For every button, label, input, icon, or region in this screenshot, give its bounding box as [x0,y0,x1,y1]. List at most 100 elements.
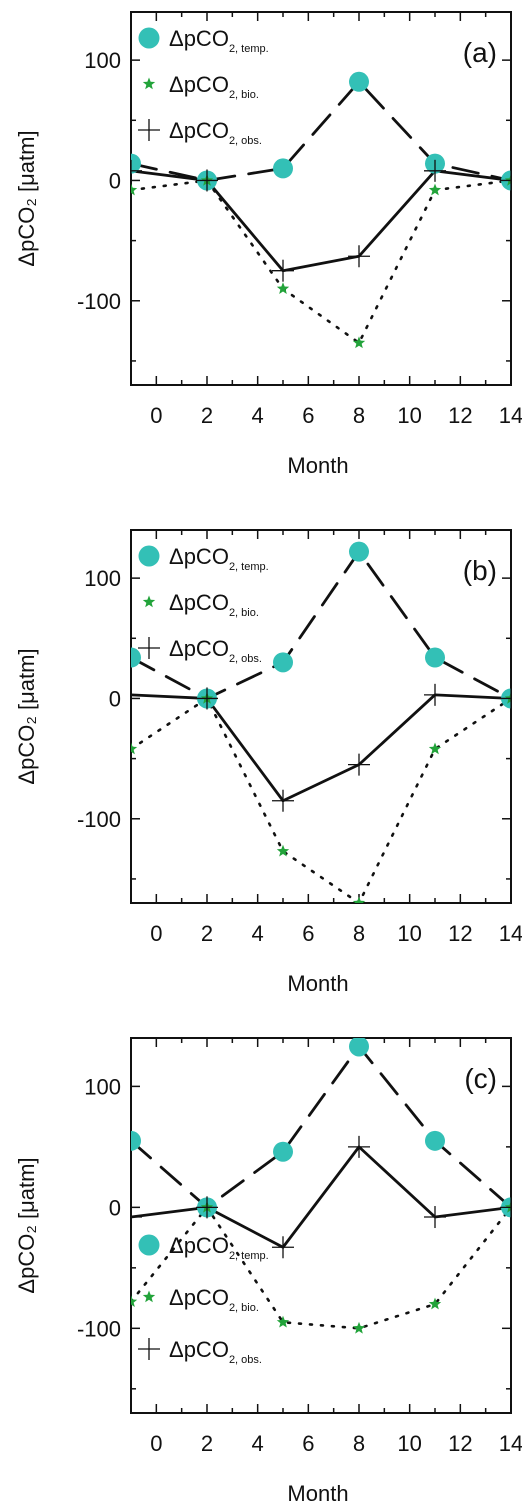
y-tick-label: -100 [77,807,121,832]
legend-entry-obs: ΔpCO2, obs. [138,118,262,147]
legend-marker-obs [138,1338,160,1360]
y-axis-label: ΔpCO₂ [μatm] [14,130,39,266]
legend-marker-obs [138,119,160,141]
data-area [131,541,511,903]
data-point-temp [349,1038,369,1057]
y-tick-label: 100 [84,566,121,591]
legend-label-temp: ΔpCO2, temp. [169,26,269,55]
series-line-bio [131,179,511,345]
data-area [131,1038,511,1334]
y-tick-label: 0 [109,1195,121,1220]
series-line-bio [131,697,511,903]
data-point-bio [352,1321,366,1334]
y-tick-label: -100 [77,289,121,314]
panel-label: (c) [464,1063,497,1094]
x-tick-label: 2 [201,921,213,946]
series-line-temp [131,550,511,700]
data-area [131,71,511,349]
data-point-bio [428,742,442,755]
x-axis-label: Month [287,971,348,996]
legend-label-obs: ΔpCO2, obs. [169,118,262,147]
data-point-obs [196,687,218,710]
data-point-obs [348,753,370,776]
data-point-bio [276,844,290,857]
data-point-bio [276,1315,290,1328]
data-point-temp [131,647,141,668]
x-tick-label: 8 [353,921,365,946]
x-axis-label: Month [287,453,348,478]
x-tick-label: 4 [252,921,264,946]
data-point-obs [500,169,511,192]
y-tick-label: 0 [109,168,121,193]
data-point-obs [272,789,294,812]
legend-marker-temp [138,1234,160,1256]
legend-label-bio: ΔpCO2, bio. [169,590,259,619]
x-tick-label: 14 [499,1431,522,1456]
legend-entry-temp: ΔpCO2, temp. [138,1233,269,1262]
data-point-obs [272,259,294,282]
legend-label-temp: ΔpCO2, temp. [169,544,269,573]
legend-marker-bio [142,77,156,90]
legend-label-bio: ΔpCO2, bio. [169,1285,259,1314]
data-point-obs [500,687,511,710]
legend-marker-bio [142,1290,156,1303]
data-point-temp [349,541,369,562]
legend-entry-obs: ΔpCO2, obs. [138,1337,262,1366]
plot-frame [130,11,512,386]
y-axis-label: ΔpCO₂ [μatm] [14,648,39,784]
legend-entry-bio: ΔpCO2, bio. [142,590,259,619]
legend-label-obs: ΔpCO2, obs. [169,1337,262,1366]
x-tick-label: 4 [252,403,264,428]
x-tick-label: 8 [353,1431,365,1456]
data-point-bio [352,896,366,903]
data-point-temp [425,647,445,668]
x-tick-label: 0 [150,921,162,946]
data-point-bio [131,742,138,755]
panel-label: (b) [463,555,497,586]
legend-marker-obs [138,637,160,659]
x-tick-label: 2 [201,403,213,428]
y-tick-label: 0 [109,686,121,711]
x-tick-label: 2 [201,1431,213,1456]
y-tick-label: 100 [84,48,121,73]
data-point-obs [424,159,446,182]
series-line-obs [131,169,511,273]
x-tick-label: 0 [150,403,162,428]
data-point-obs [131,1206,142,1229]
data-point-bio [352,336,366,349]
x-tick-label: 10 [397,403,421,428]
legend-entry-bio: ΔpCO2, bio. [142,72,259,101]
data-point-temp [273,652,293,673]
legend-label-temp: ΔpCO2, temp. [169,1233,269,1262]
panel-label: (a) [463,37,497,68]
x-tick-label: 6 [302,1431,314,1456]
x-tick-label: 10 [397,921,421,946]
legend-entry-temp: ΔpCO2, temp. [138,544,269,573]
data-point-obs [131,159,142,182]
x-tick-label: 14 [499,921,522,946]
data-point-bio [428,1297,442,1310]
plot-frame [130,529,512,904]
data-point-temp [131,1130,141,1151]
data-point-obs [196,1196,218,1219]
x-tick-label: 12 [448,921,472,946]
legend-marker-bio [142,595,156,608]
x-tick-label: 6 [302,403,314,428]
legend-marker-temp [138,545,160,567]
data-point-bio [276,282,290,294]
panel-c: 100 0 -100 0 2 4 6 8 10 12 14 Month ΔpCO₂ [μatm] (c) Δ… [14,1037,522,1505]
x-tick-label: 0 [150,1431,162,1456]
series-line-obs [131,693,511,803]
data-point-obs [131,683,142,706]
data-point-obs [424,683,446,706]
data-point-bio [131,1295,138,1307]
x-tick-label: 6 [302,921,314,946]
x-axis-label: Month [287,1481,348,1505]
data-point-obs [348,245,370,268]
x-tick-label: 14 [499,403,522,428]
legend-entry-temp: ΔpCO2, temp. [138,26,269,55]
data-point-obs [196,169,218,192]
legend-label-obs: ΔpCO2, obs. [169,636,262,665]
panel-b: 100 0 -100 0 2 4 6 8 10 12 14 Month ΔpCO₂ [μatm] (b) Δ… [14,529,522,996]
y-tick-label: 100 [84,1074,121,1099]
